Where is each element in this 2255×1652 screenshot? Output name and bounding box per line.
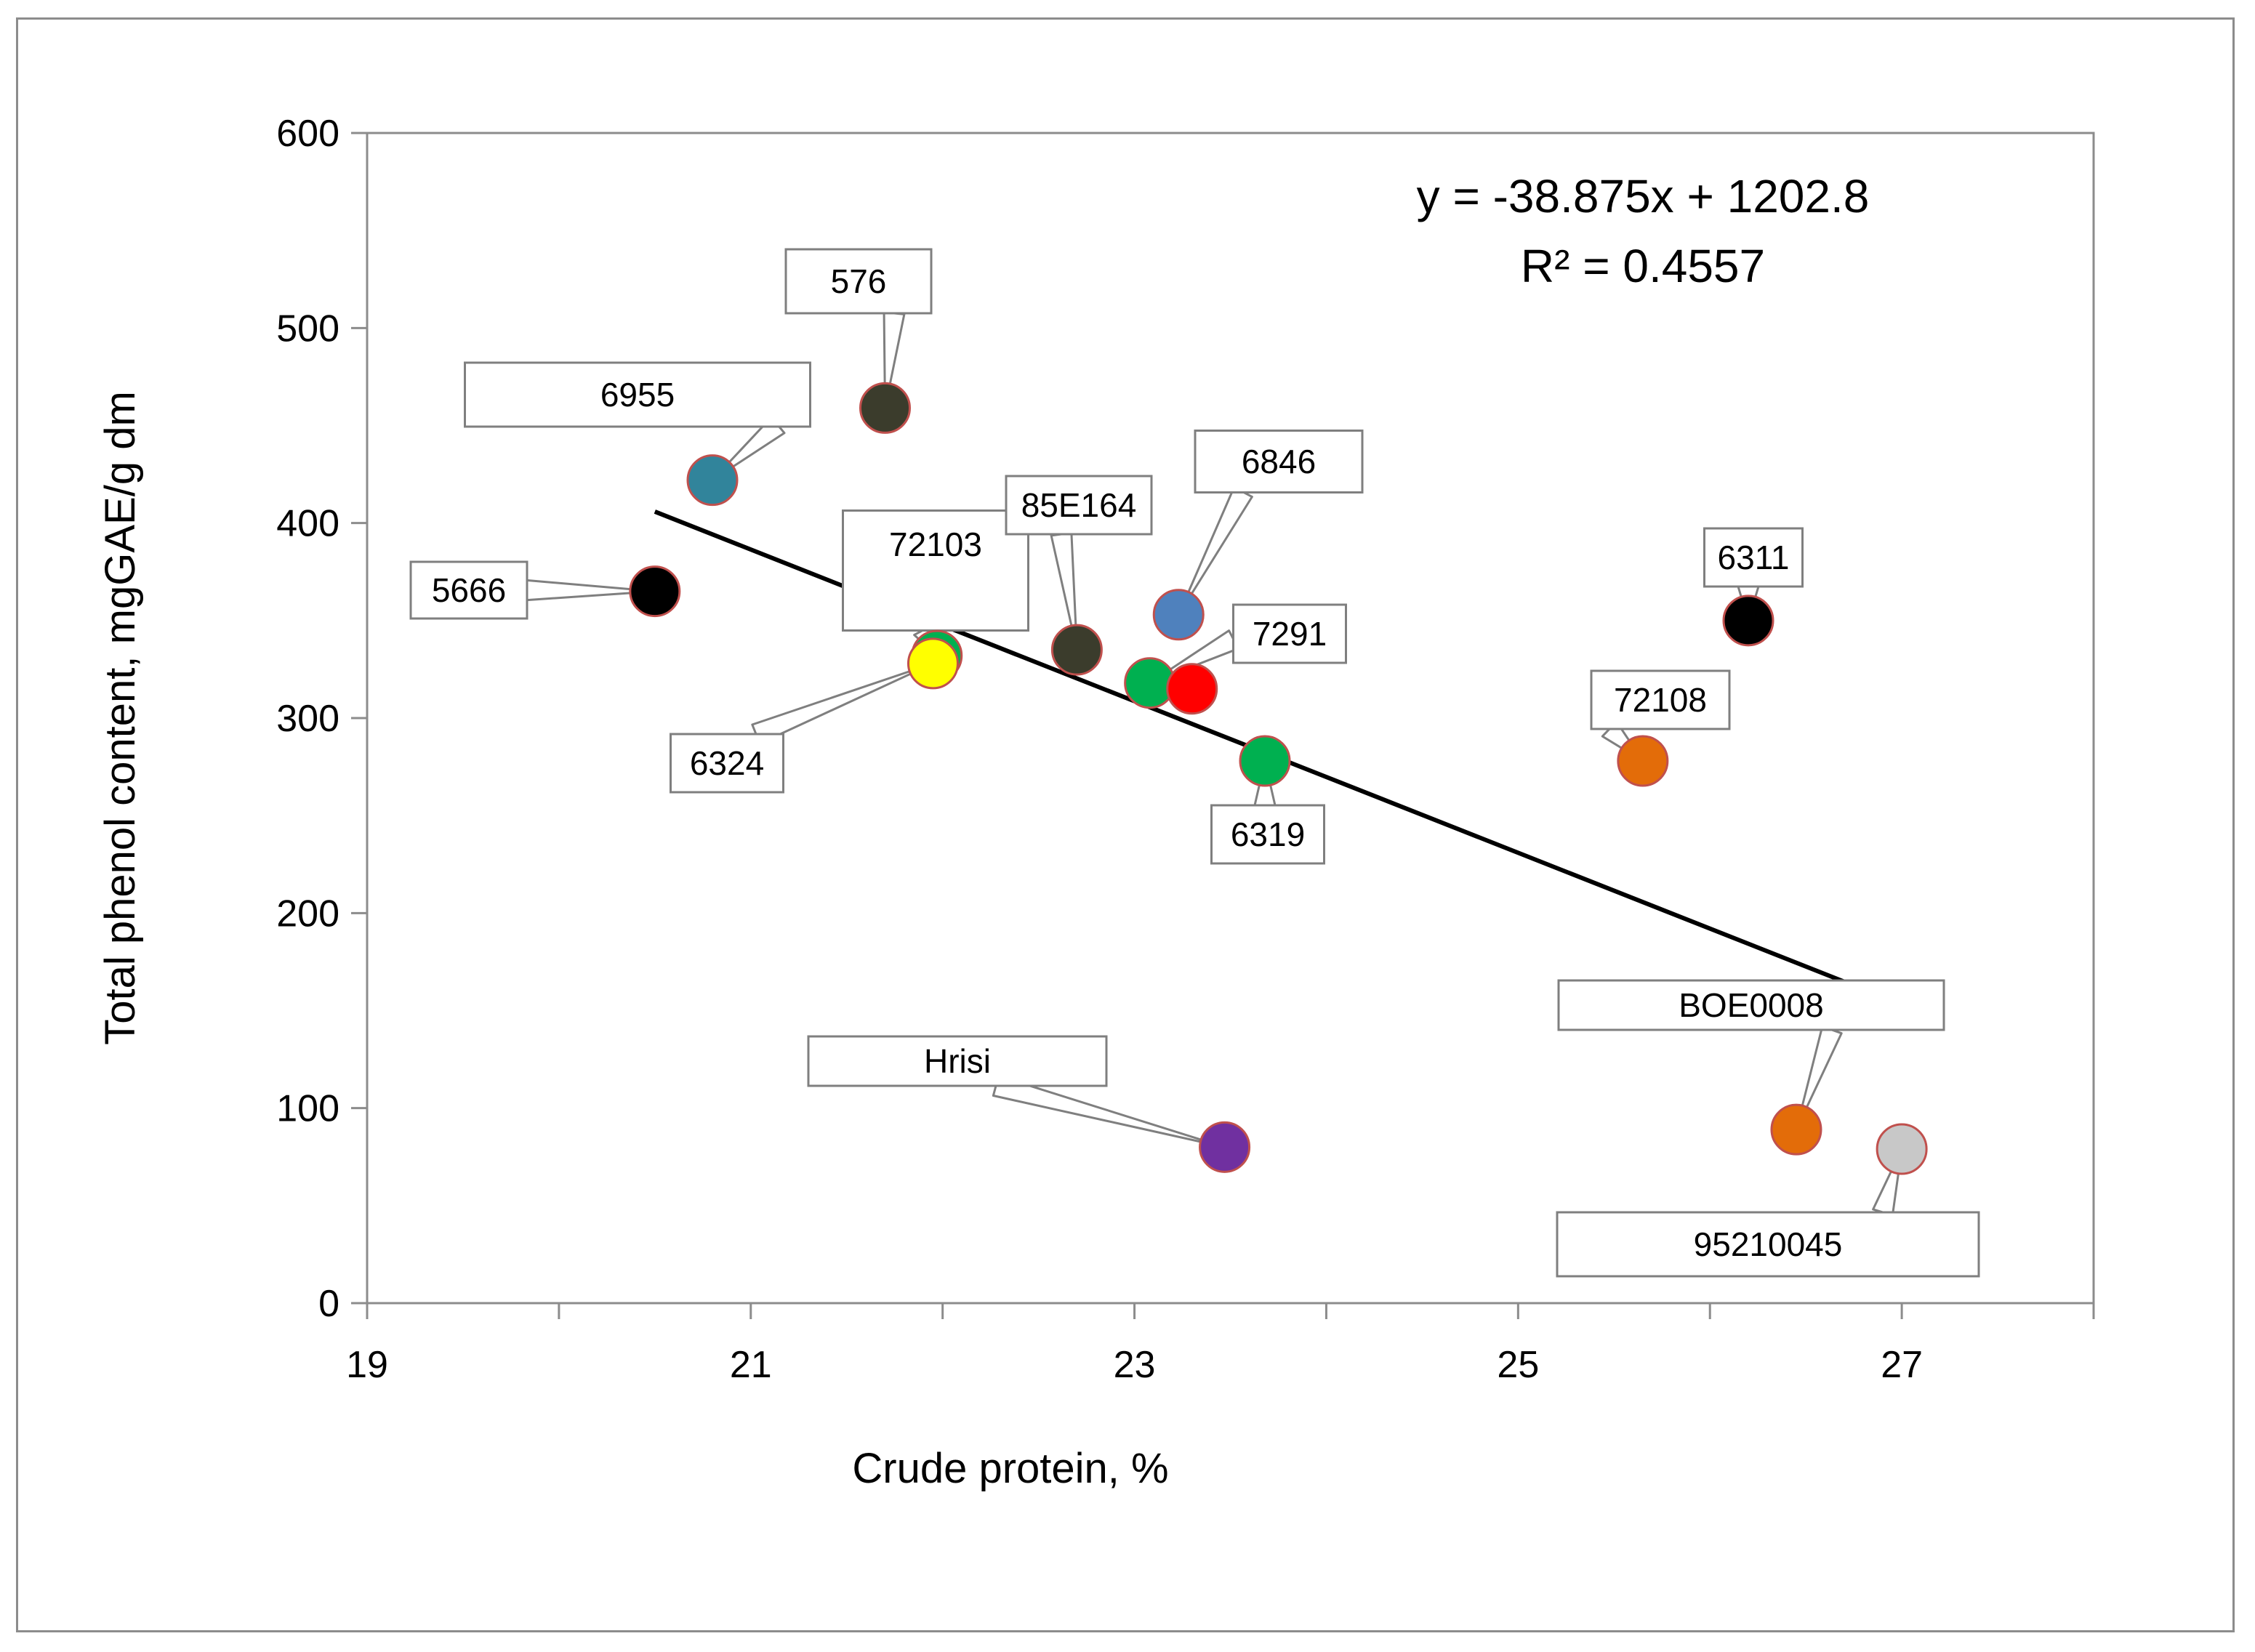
data-point-label: 6319	[1231, 815, 1305, 853]
trendline-equation: y = -38.875x + 1202.8	[1417, 170, 1870, 222]
callout-box	[1557, 979, 1945, 1031]
data-point	[1617, 735, 1669, 787]
y-axis-title: Total phenol content, mgGAE/g dm	[97, 391, 144, 1045]
data-point	[1876, 1123, 1928, 1175]
data-point-label: 6846	[1242, 443, 1316, 480]
r-squared-label: R² = 0.4557	[1521, 240, 1765, 292]
callout-box	[1210, 804, 1325, 865]
x-tick-label: 19	[346, 1344, 388, 1386]
data-point	[1199, 1121, 1251, 1173]
callout-box	[807, 1035, 1108, 1087]
callout-box	[1194, 430, 1364, 493]
callout-box	[1590, 669, 1731, 730]
callout-pointer	[751, 662, 934, 745]
data-point	[1166, 663, 1218, 715]
data-point-label: 7291	[1253, 615, 1327, 653]
y-tick-label: 300	[276, 698, 339, 740]
data-point-label: BOE0008	[1679, 986, 1823, 1024]
data-point	[1722, 595, 1774, 647]
chart-frame	[16, 17, 2235, 1632]
point-layer	[629, 382, 1928, 1175]
data-point-label: 576	[831, 262, 887, 300]
data-point-label: Hrisi	[924, 1042, 991, 1080]
callout-box	[1005, 475, 1153, 536]
data-point-label: 85E164	[1021, 486, 1137, 524]
y-axis: 0 100 200 300 400 500 600	[276, 113, 369, 1325]
data-point-label: 6955	[600, 376, 675, 414]
y-tick-label: 0	[318, 1283, 339, 1325]
x-axis: 19 21 23 25 27	[346, 1302, 2095, 1386]
x-tick-label: 25	[1497, 1344, 1539, 1386]
x-tick-label: 23	[1114, 1344, 1156, 1386]
x-tick-label: 27	[1881, 1344, 1923, 1386]
data-point	[859, 382, 911, 434]
data-point	[907, 637, 959, 690]
callout-box	[1232, 603, 1347, 664]
data-point-label: 95210045	[1694, 1225, 1843, 1263]
data-point	[1050, 624, 1103, 676]
data-point-label: 6324	[690, 744, 764, 782]
data-point	[1239, 735, 1291, 787]
y-tick-label: 500	[276, 307, 339, 350]
data-point	[1152, 589, 1205, 641]
data-point-label: 72103	[889, 525, 982, 563]
x-axis-title: Crude protein, %	[852, 1445, 1168, 1492]
data-point	[686, 454, 739, 507]
callout-box	[784, 248, 933, 315]
data-point-label: 6311	[1718, 539, 1790, 576]
data-point	[629, 565, 681, 618]
callout-box	[842, 509, 1029, 632]
x-tick-label: 21	[730, 1344, 772, 1386]
callout-box	[670, 733, 784, 794]
callout-box	[464, 361, 811, 428]
y-tick-label: 100	[276, 1088, 339, 1130]
callout-box	[409, 560, 528, 620]
data-point	[1770, 1103, 1822, 1156]
callout-layer: 5666 6955 576 72103 6324 85E164 6846 7291 6319 63…	[409, 248, 1980, 1278]
y-tick-label: 400	[276, 503, 339, 545]
callout-box	[1703, 527, 1804, 588]
y-tick-label: 200	[276, 893, 339, 935]
y-tick-label: 600	[276, 113, 339, 155]
data-point-label: 72108	[1614, 681, 1707, 719]
data-point-label: 5666	[432, 571, 506, 609]
callout-box	[1556, 1211, 1980, 1278]
